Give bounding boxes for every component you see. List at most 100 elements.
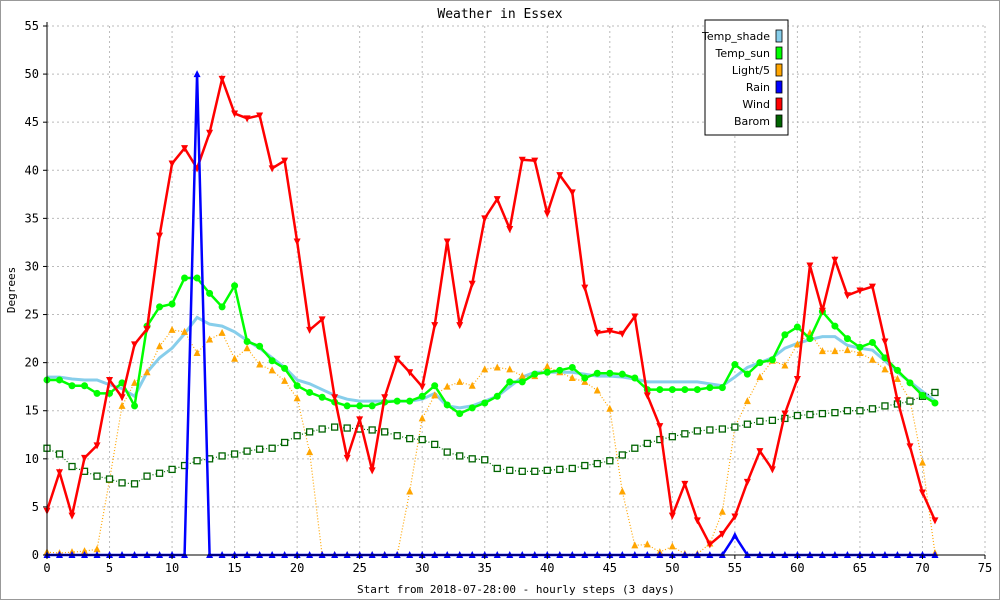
grid-layer [47,25,986,555]
legend-label-rain: Rain [746,81,770,94]
x-tick-label: 20 [290,561,304,575]
data-point-light-5 [506,365,514,373]
data-point-barom [318,425,326,433]
data-point-light-5 [606,404,614,412]
legend-swatch-temp-shade [775,29,783,43]
data-point-temp-sun [493,392,501,400]
legend-label-temp-sun: Temp_sun [715,47,771,60]
data-point-light-5 [456,377,464,385]
x-axis-label: Start from 2018-07-28:00 - hourly steps … [357,583,675,596]
data-point-temp-sun [268,357,276,365]
data-point-light-5 [631,541,639,549]
data-point-temp-sun [393,397,401,405]
data-point-barom [718,425,727,433]
data-point-temp-sun [581,374,589,382]
data-point-light-5 [668,542,676,550]
legend-swatch-light-5 [775,63,783,77]
data-point-barom [793,411,802,420]
data-point-light-5 [281,376,289,384]
data-point-temp-sun [156,303,164,311]
data-point-light-5 [406,487,414,495]
data-point-light-5 [743,397,751,405]
data-point-temp-sun [568,363,576,371]
data-point-temp-sun [68,382,76,390]
data-point-barom [280,438,289,447]
legend-box [704,19,789,136]
data-point-barom [481,456,489,464]
data-point-temp-sun [418,392,426,400]
legend: Temp_shade Temp_sun Light/5 Rain Wind Barom [701,19,789,136]
data-point-light-5 [81,547,89,555]
data-point-barom [130,480,139,488]
data-point-temp-sun [343,402,351,410]
data-point-barom [305,428,314,436]
data-point-barom [543,466,551,475]
data-point-barom [706,426,714,434]
legend-label-wind: Wind [742,98,770,111]
data-point-barom [393,432,401,440]
data-point-temp-sun [693,386,701,394]
data-point-wind [156,232,164,240]
data-point-temp-sun [206,289,214,297]
data-point-rain [731,531,739,539]
data-point-barom [931,388,939,397]
data-point-barom [731,423,739,431]
data-point-light-5 [593,386,601,394]
data-point-temp-sun [756,359,764,367]
data-point-wind [443,238,451,246]
data-point-barom [693,427,701,435]
data-point-wind [406,369,414,377]
data-point-barom [843,407,852,415]
data-point-temp-sun [793,323,801,331]
data-point-wind [281,157,289,165]
data-point-light-5 [818,347,826,355]
data-point-wind [218,75,226,83]
data-point-temp-sun [856,343,864,351]
data-point-temp-sun [468,404,476,412]
data-point-wind [168,160,176,168]
data-point-light-5 [218,328,226,336]
data-point-wind [293,238,301,246]
data-point-barom [268,444,276,452]
data-point-wind [656,423,664,431]
data-point-wind [531,157,539,165]
data-point-light-5 [306,448,314,456]
data-point-temp-sun [606,369,614,377]
data-point-barom [456,452,464,460]
data-point-wind [593,329,601,337]
series-barom [43,388,939,488]
y-tick-label: 10 [25,452,39,466]
series-temp-sun [43,274,939,418]
data-point-temp-sun [518,378,526,386]
legend-swatch-temp-sun [775,46,783,60]
data-point-light-5 [893,374,901,382]
data-point-wind [856,287,864,295]
data-point-wind [356,416,364,424]
data-point-temp-sun [356,402,364,410]
y-tick-label: 45 [25,115,39,129]
data-point-temp-sun [193,274,201,282]
x-tick-label: 60 [790,561,804,575]
x-tick-label: 15 [227,561,241,575]
data-point-wind [743,478,751,486]
x-tick-label: 45 [603,561,617,575]
data-point-light-5 [868,355,876,363]
x-tick-label: 65 [853,561,867,575]
data-point-temp-sun [593,369,601,377]
data-point-barom [443,448,451,456]
data-point-temp-sun [281,364,289,372]
data-point-temp-sun [918,391,926,399]
series-line-light-5 [46,329,936,556]
data-point-temp-sun [631,374,639,382]
data-point-wind [93,442,101,450]
data-point-light-5 [493,363,501,371]
data-point-light-5 [193,349,201,357]
y-axis-label: Degrees [5,267,18,313]
data-point-barom [193,457,201,465]
y-tick-label: 15 [25,404,39,418]
data-point-temp-sun [231,282,239,290]
data-point-wind [756,448,764,456]
y-tick-label: 20 [25,356,39,370]
data-point-barom [743,420,752,428]
